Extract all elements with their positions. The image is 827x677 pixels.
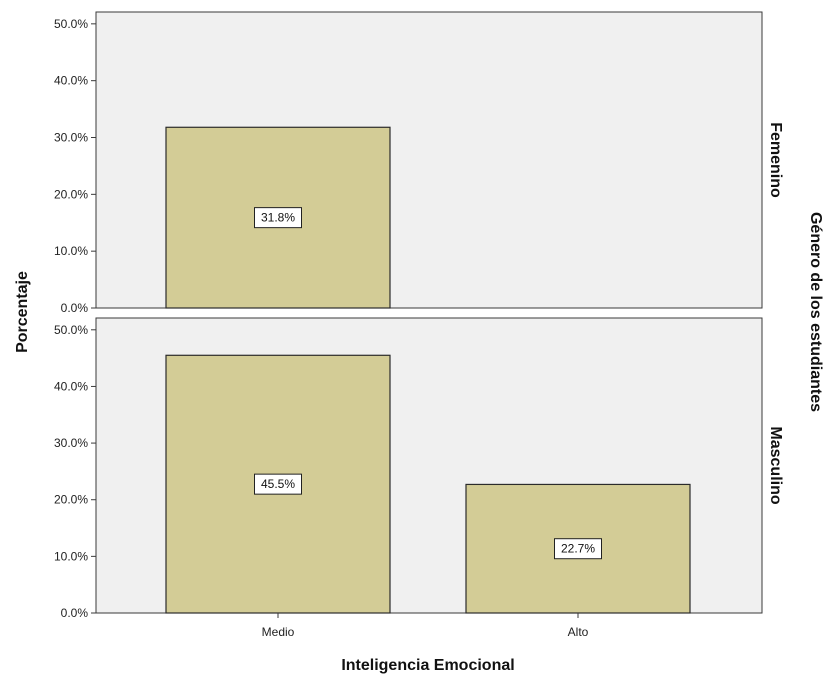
- data-label: 31.8%: [261, 211, 295, 225]
- panel-masculino: 0.0% 10.0% 20.0% 30.0% 40.0% 50.0% 45.5% 22.7% M…: [54, 317, 784, 620]
- y-tick-label: 0.0%: [61, 301, 89, 315]
- y-tick-label: 30.0%: [54, 436, 88, 450]
- y-tick-label: 20.0%: [54, 187, 88, 201]
- x-axis-title: Inteligencia Emocional: [341, 657, 514, 674]
- data-label-box: [554, 538, 602, 560]
- y-tick-label: 50.0%: [54, 17, 88, 31]
- data-label: 45.5%: [261, 477, 295, 491]
- data-label: 22.7%: [561, 542, 595, 556]
- y-tick-label: 10.0%: [54, 549, 88, 563]
- y-tick-label: 40.0%: [54, 74, 88, 88]
- x-tick-label: Alto: [568, 625, 589, 639]
- y-tick-label: 40.0%: [54, 379, 88, 393]
- y-tick-label: 0.0%: [61, 606, 89, 620]
- x-tick-label: Medio: [262, 625, 295, 639]
- panel-femenino: 0.0% 10.0% 20.0% 30.0% 40.0% 50.0% 31.8% Femeni…: [54, 11, 784, 315]
- y-tick-label: 50.0%: [54, 323, 88, 337]
- panel-label: Masculino: [767, 426, 784, 504]
- y-tick-label: 10.0%: [54, 244, 88, 258]
- facet-title: Género de los estudiantes: [807, 212, 824, 412]
- y-axis-title: Porcentaje: [14, 271, 31, 353]
- data-label-box: [254, 207, 302, 229]
- y-tick-label: 30.0%: [54, 131, 88, 145]
- y-tick-label: 20.0%: [54, 493, 88, 507]
- data-label-box: [254, 473, 302, 495]
- panel-label: Femenino: [767, 122, 784, 198]
- panels-layer: 0.0% 10.0% 20.0% 30.0% 40.0% 50.0% 31.8% Femeni…: [54, 11, 784, 639]
